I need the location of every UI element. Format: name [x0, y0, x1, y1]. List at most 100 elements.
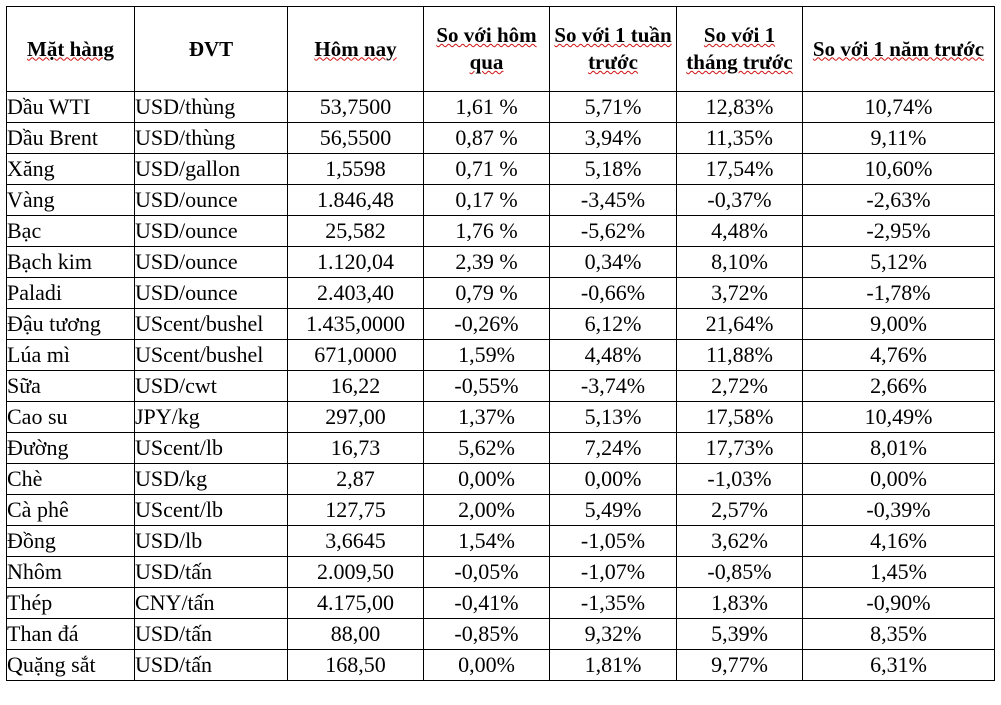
cell-unit: JPY/kg — [134, 401, 288, 433]
cell-today: 1.846,48 — [287, 184, 424, 216]
table-row: Vàng USD/ounce 1.846,48 0,17 % -3,45% -0,37% -… — [6, 184, 995, 216]
table-row: Dầu WTI USD/thùng 53,7500 1,61 % 5,71% 12,83%… — [6, 91, 995, 123]
cell-vs-month: 17,58% — [676, 401, 803, 433]
cell-vs-week: 6,12% — [549, 308, 677, 340]
cell-commodity: Đậu tương — [6, 308, 135, 340]
cell-today: 16,22 — [287, 370, 424, 402]
cell-unit: USD/cwt — [134, 370, 288, 402]
cell-today: 56,5500 — [287, 122, 424, 154]
table-row: Dầu Brent USD/thùng 56,5500 0,87 % 3,94% 11,3… — [6, 122, 995, 154]
cell-vs-yesterday: -0,55% — [423, 370, 550, 402]
cell-today: 3,6645 — [287, 525, 424, 557]
cell-vs-month: -0,37% — [676, 184, 803, 216]
cell-vs-yesterday: 0,00% — [423, 463, 550, 495]
cell-today: 168,50 — [287, 649, 424, 681]
header-commodity: Mặt hàng — [6, 6, 135, 92]
table-row: Thép CNY/tấn 4.175,00 -0,41% -1,35% 1,83% -0,9… — [6, 587, 995, 619]
cell-commodity: Xăng — [6, 153, 135, 185]
cell-unit: USD/ounce — [134, 184, 288, 216]
cell-vs-week: 5,49% — [549, 494, 677, 526]
cell-vs-week: -1,35% — [549, 587, 677, 619]
cell-vs-week: -5,62% — [549, 215, 677, 247]
cell-vs-yesterday: 1,59% — [423, 339, 550, 371]
cell-vs-month: 11,35% — [676, 122, 803, 154]
cell-unit: USD/ounce — [134, 215, 288, 247]
table-row: Đồng USD/lb 3,6645 1,54% -1,05% 3,62% 4,16% — [6, 525, 995, 557]
cell-unit: UScent/lb — [134, 432, 288, 464]
cell-unit: USD/gallon — [134, 153, 288, 185]
cell-today: 16,73 — [287, 432, 424, 464]
cell-vs-week: 3,94% — [549, 122, 677, 154]
cell-commodity: Đồng — [6, 525, 135, 557]
cell-commodity: Dầu Brent — [6, 122, 135, 154]
cell-unit: USD/ounce — [134, 277, 288, 309]
table-row: Nhôm USD/tấn 2.009,50 -0,05% -1,07% -0,85% 1,4… — [6, 556, 995, 588]
cell-vs-month: -1,03% — [676, 463, 803, 495]
cell-vs-year: -2,63% — [802, 184, 995, 216]
header-row: Mặt hàng ĐVT Hôm nay So với hôm qua So v… — [6, 6, 995, 92]
cell-today: 2.403,40 — [287, 277, 424, 309]
cell-vs-yesterday: -0,41% — [423, 587, 550, 619]
cell-vs-yesterday: 0,00% — [423, 649, 550, 681]
cell-vs-year: -0,90% — [802, 587, 995, 619]
cell-commodity: Bạch kim — [6, 246, 135, 278]
cell-unit: UScent/bushel — [134, 339, 288, 371]
cell-commodity: Dầu WTI — [6, 91, 135, 123]
cell-vs-year: 1,45% — [802, 556, 995, 588]
cell-vs-yesterday: 1,54% — [423, 525, 550, 557]
cell-vs-yesterday: 0,71 % — [423, 153, 550, 185]
cell-vs-month: 3,72% — [676, 277, 803, 309]
cell-vs-year: -0,39% — [802, 494, 995, 526]
cell-unit: USD/thùng — [134, 122, 288, 154]
table-row: Sữa USD/cwt 16,22 -0,55% -3,74% 2,72% 2,66% — [6, 370, 995, 402]
cell-vs-yesterday: 5,62% — [423, 432, 550, 464]
header-unit: ĐVT — [134, 6, 288, 92]
cell-vs-year: 9,00% — [802, 308, 995, 340]
cell-commodity: Paladi — [6, 277, 135, 309]
cell-commodity: Nhôm — [6, 556, 135, 588]
cell-today: 4.175,00 — [287, 587, 424, 619]
cell-vs-year: 8,01% — [802, 432, 995, 464]
cell-vs-month: 1,83% — [676, 587, 803, 619]
table-row: Cao su JPY/kg 297,00 1,37% 5,13% 17,58% 10,49% — [6, 401, 995, 433]
cell-vs-yesterday: -0,85% — [423, 618, 550, 650]
cell-unit: USD/tấn — [134, 556, 288, 588]
cell-unit: USD/tấn — [134, 618, 288, 650]
cell-unit: UScent/lb — [134, 494, 288, 526]
cell-commodity: Bạc — [6, 215, 135, 247]
cell-commodity: Quặng sắt — [6, 649, 135, 681]
cell-today: 2.009,50 — [287, 556, 424, 588]
cell-vs-yesterday: -0,26% — [423, 308, 550, 340]
cell-vs-week: -3,74% — [549, 370, 677, 402]
cell-vs-week: 0,00% — [549, 463, 677, 495]
cell-vs-yesterday: 1,76 % — [423, 215, 550, 247]
cell-today: 671,0000 — [287, 339, 424, 371]
cell-vs-yesterday: 0,79 % — [423, 277, 550, 309]
table-row: Đường UScent/lb 16,73 5,62% 7,24% 17,73% 8,01% — [6, 432, 995, 464]
cell-commodity: Cao su — [6, 401, 135, 433]
cell-vs-year: 0,00% — [802, 463, 995, 495]
cell-vs-week: 5,13% — [549, 401, 677, 433]
cell-today: 25,582 — [287, 215, 424, 247]
cell-vs-year: 10,74% — [802, 91, 995, 123]
cell-commodity: Chè — [6, 463, 135, 495]
cell-vs-year: 10,49% — [802, 401, 995, 433]
table-row: Xăng USD/gallon 1,5598 0,71 % 5,18% 17,54% 10,… — [6, 153, 995, 185]
cell-vs-year: 2,66% — [802, 370, 995, 402]
cell-commodity: Cà phê — [6, 494, 135, 526]
cell-vs-month: 2,72% — [676, 370, 803, 402]
cell-vs-yesterday: 0,87 % — [423, 122, 550, 154]
cell-unit: USD/ounce — [134, 246, 288, 278]
cell-vs-year: 9,11% — [802, 122, 995, 154]
cell-vs-month: 17,54% — [676, 153, 803, 185]
cell-commodity: Thép — [6, 587, 135, 619]
cell-vs-yesterday: 0,17 % — [423, 184, 550, 216]
cell-vs-week: 9,32% — [549, 618, 677, 650]
cell-vs-month: 21,64% — [676, 308, 803, 340]
table-row: Than đá USD/tấn 88,00 -0,85% 9,32% 5,39% 8,35% — [6, 618, 995, 650]
cell-vs-yesterday: 2,39 % — [423, 246, 550, 278]
cell-vs-week: 5,18% — [549, 153, 677, 185]
cell-vs-week: -1,07% — [549, 556, 677, 588]
cell-vs-year: 10,60% — [802, 153, 995, 185]
cell-vs-week: 5,71% — [549, 91, 677, 123]
